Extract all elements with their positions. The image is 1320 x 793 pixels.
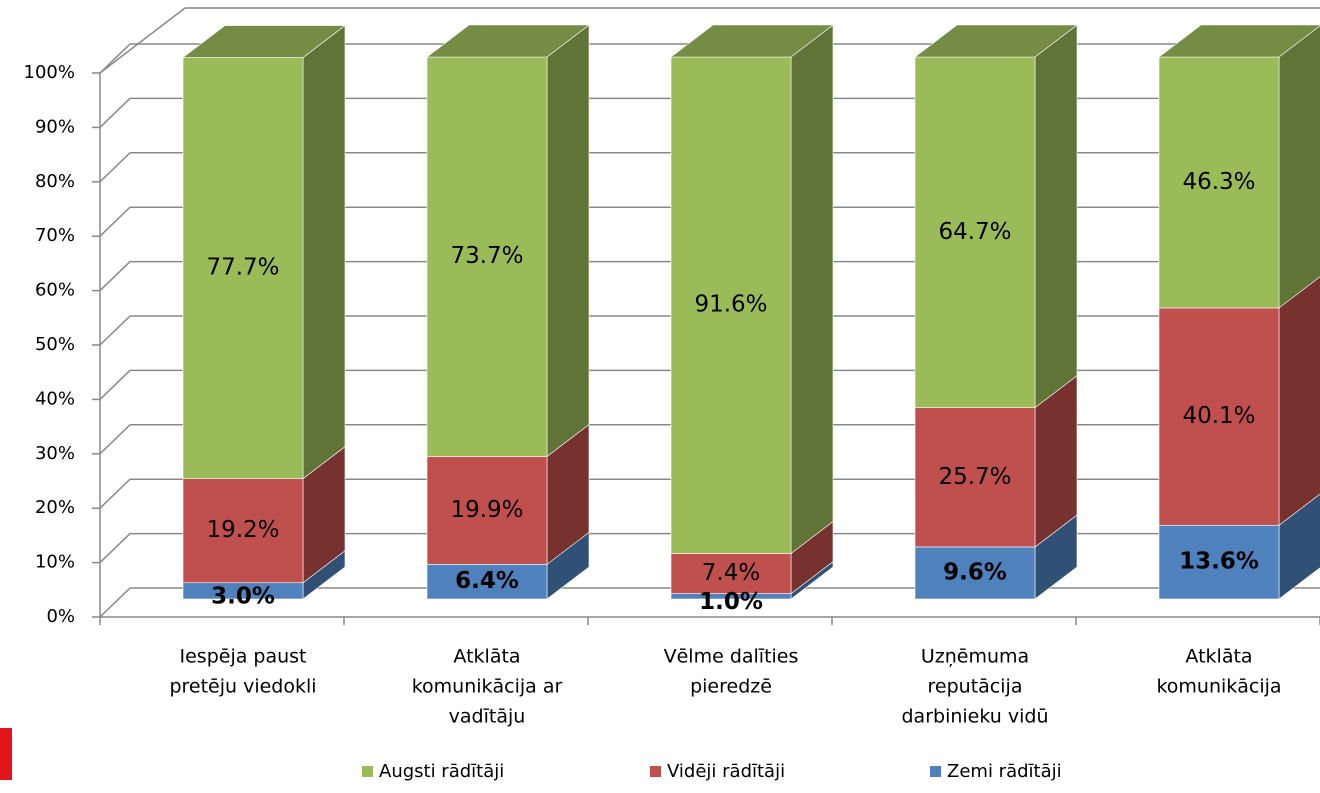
bar-segment (670, 24, 834, 555)
bar-face (1278, 25, 1320, 309)
legend-swatch (650, 766, 661, 777)
x-tick-label: vadītāju (449, 706, 526, 728)
bar-segment (1158, 24, 1320, 309)
legend-label: Vidēji rādītāji (667, 761, 785, 782)
bar-face (426, 56, 548, 457)
y-tick-label: 30% (35, 443, 75, 464)
grid-line (99, 369, 131, 400)
bar-segment (182, 24, 346, 480)
grid-line (99, 587, 131, 618)
bar-face (546, 24, 590, 458)
bar-face (1158, 307, 1280, 526)
grid-line (99, 261, 131, 292)
bar-face (914, 24, 1078, 58)
grid-line (99, 43, 131, 74)
bar-face (670, 24, 834, 58)
y-tick-label: 50% (35, 334, 75, 355)
grid-line (99, 152, 131, 183)
value-label: 19.9% (450, 497, 523, 523)
y-tick-label: 70% (35, 225, 75, 246)
legend-swatch (930, 766, 941, 777)
bar-face (182, 25, 346, 58)
value-label: 13.6% (1179, 549, 1259, 575)
bar-face (790, 24, 834, 555)
grid-line (99, 533, 131, 564)
value-label: 19.2% (206, 517, 279, 543)
legend-swatch (362, 766, 373, 777)
value-label: 40.1% (1182, 403, 1255, 429)
bar-face (914, 546, 1036, 600)
bar-face (426, 456, 548, 565)
bar-face (426, 564, 548, 600)
value-label: 64.7% (938, 219, 1011, 245)
y-tick-label: 10% (35, 552, 75, 573)
y-tick-label: 20% (35, 497, 75, 518)
x-tick-label: reputācija (928, 676, 1023, 698)
value-label: 73.7% (450, 243, 523, 269)
x-tick-label: pretēju viedokli (169, 676, 316, 698)
bar-face (914, 407, 1036, 548)
bar-face (182, 478, 304, 584)
value-label: 25.7% (938, 464, 1011, 490)
grid-line (99, 478, 131, 509)
bar-face (426, 24, 590, 58)
bar-segment (182, 550, 346, 600)
value-label: 9.6% (943, 559, 1007, 585)
bar-segment (1158, 493, 1320, 600)
value-label: 91.6% (694, 292, 767, 318)
y-tick-label: 40% (35, 388, 75, 409)
x-tick-label: Uzņēmuma (921, 646, 1029, 668)
bar-face (1278, 276, 1320, 526)
bar-face (670, 56, 792, 554)
x-tick-label: Atklāta (1185, 646, 1252, 668)
legend-label: Augsti rādītāji (379, 761, 504, 782)
bar-segment (182, 446, 346, 584)
x-tick-label: komunikācija (1156, 676, 1281, 698)
bar-segment (426, 423, 590, 565)
value-label: 6.4% (455, 568, 519, 594)
bar-face (182, 57, 304, 479)
wall-edge (99, 7, 186, 74)
value-label: 1.0% (699, 589, 763, 615)
y-tick-label: 0% (46, 606, 75, 627)
x-tick-label: Vēlme dalīties (664, 646, 799, 668)
x-tick-label: pieredzē (690, 676, 772, 698)
x-tick-label: Iespēja paust (180, 646, 307, 668)
bar-face (1158, 524, 1280, 600)
x-tick-label: komunikācija ar (412, 676, 563, 698)
grid-line (99, 315, 131, 346)
grid-line (99, 424, 131, 455)
y-tick-label: 80% (35, 171, 75, 192)
bar-face (1034, 24, 1078, 409)
bar-segment (914, 24, 1078, 409)
grid-line (99, 206, 131, 237)
bar-segment (426, 24, 590, 458)
x-tick-label: Atklāta (453, 646, 520, 668)
value-label: 7.4% (702, 560, 760, 586)
bar-face (914, 56, 1036, 408)
value-label: 46.3% (1182, 169, 1255, 195)
x-tick-label: darbinieku vidū (902, 706, 1049, 728)
bar-segment (914, 375, 1078, 548)
legend-label: Zemi rādītāji (947, 761, 1062, 782)
grid-line (99, 97, 131, 128)
value-label: 3.0% (211, 583, 275, 609)
bar-face (670, 553, 792, 594)
y-tick-label: 100% (24, 62, 75, 83)
bar-segment (914, 514, 1078, 600)
bar-face (1158, 24, 1320, 58)
y-tick-label: 90% (35, 116, 75, 137)
bar-segment (1158, 276, 1320, 526)
brand-mark (0, 728, 12, 780)
bar-face (302, 24, 346, 480)
y-tick-label: 60% (35, 280, 75, 301)
bar-face (1158, 56, 1280, 309)
value-label: 77.7% (206, 255, 279, 281)
